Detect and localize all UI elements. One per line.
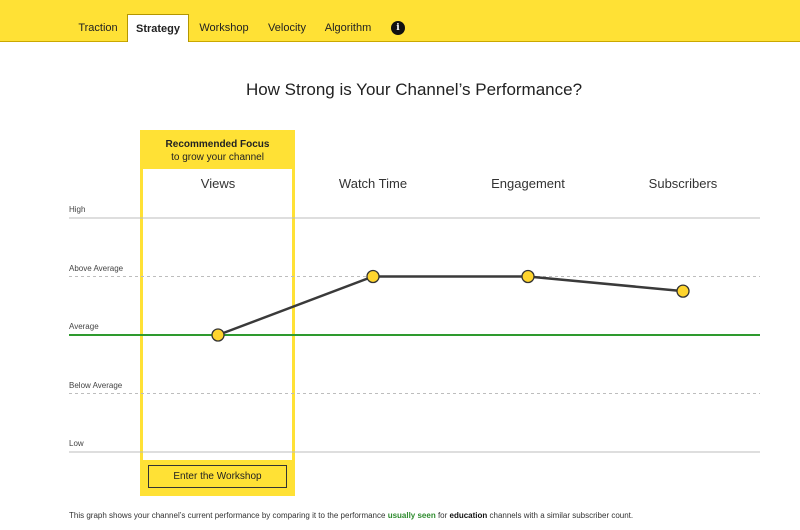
tab-workshop[interactable]: Workshop bbox=[199, 22, 249, 34]
level-label-above-average: Above Average bbox=[69, 263, 124, 273]
info-icon[interactable]: i bbox=[391, 21, 405, 35]
footnote-text-2: for bbox=[435, 511, 450, 520]
tab-strategy[interactable]: Strategy bbox=[127, 14, 189, 42]
focus-title: Recommended Focus bbox=[165, 139, 270, 150]
data-point-engagement bbox=[521, 269, 535, 284]
category-header-subscribers: Subscribers bbox=[648, 176, 718, 191]
level-label-average: Average bbox=[69, 322, 99, 331]
performance-series-line bbox=[217, 275, 684, 337]
footnote-text-1: This graph shows your channel’s current … bbox=[69, 511, 388, 520]
page-title: How Strong is Your Channel’s Performance… bbox=[245, 80, 583, 99]
tab-velocity[interactable]: Velocity bbox=[268, 22, 306, 34]
tab-algorithm[interactable]: Algorithm bbox=[324, 22, 372, 34]
footnote: This graph shows your channel’s current … bbox=[69, 511, 633, 520]
level-label-low: Low bbox=[69, 439, 84, 448]
tab-traction[interactable]: Traction bbox=[78, 22, 118, 34]
footnote-text-3: channels with a similar subscriber count… bbox=[487, 511, 634, 520]
data-point-watch-time bbox=[366, 269, 380, 284]
category-header-watch-time: Watch Time bbox=[338, 176, 408, 191]
top-nav-bar: Traction Strategy Workshop Velocity Algo… bbox=[0, 0, 800, 42]
recommended-focus-panel: Recommended Focus to grow your channel E… bbox=[140, 130, 295, 496]
level-label-below-average: Below Average bbox=[69, 380, 123, 390]
focus-header: Recommended Focus to grow your channel bbox=[143, 133, 292, 169]
workshop-strip: Enter the Workshop bbox=[143, 460, 292, 493]
category-header-engagement: Engagement bbox=[491, 176, 565, 191]
footnote-highlight-usually-seen: usually seen bbox=[387, 511, 436, 520]
data-point-subscribers bbox=[676, 284, 690, 298]
category-header-views: Views bbox=[200, 176, 236, 191]
enter-workshop-button[interactable]: Enter the Workshop bbox=[148, 465, 287, 488]
data-point-views bbox=[211, 328, 225, 342]
focus-subtitle: to grow your channel bbox=[171, 152, 264, 163]
footnote-highlight-education: education bbox=[449, 511, 488, 520]
level-label-high: High bbox=[69, 205, 86, 214]
